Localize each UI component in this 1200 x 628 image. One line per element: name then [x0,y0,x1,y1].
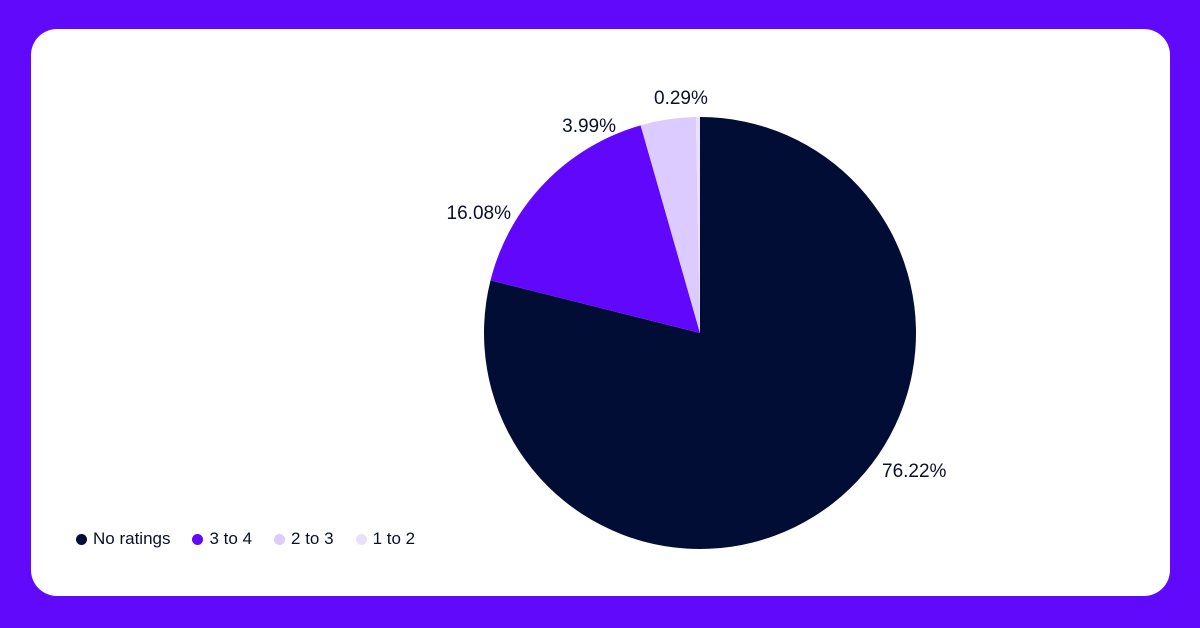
legend-label: 3 to 4 [209,529,253,548]
data-label-3: 0.29% [654,88,708,109]
legend-dot-icon [274,533,286,545]
legend-item: 3 to 4 [192,529,252,549]
legend-label: 2 to 3 [291,529,334,548]
legend-item: 2 to 3 [274,529,334,549]
data-label-1: 16.08% [447,203,512,224]
legend-label: No ratings [93,529,171,548]
data-label-0: 76.22% [882,461,947,482]
pie-slice-1 [490,125,700,334]
legend-item: No ratings [76,529,170,549]
legend-dot-icon [355,533,367,545]
legend-dot-icon [192,533,204,545]
legend: No ratings 3 to 4 2 to 3 1 to 2 [76,529,415,549]
data-label-2: 3.99% [562,116,616,137]
legend-dot-icon [76,533,87,545]
pie-slice-3 [695,117,700,333]
legend-label: 1 to 2 [372,529,416,548]
pie-slice-2 [640,117,700,333]
legend-item: 1 to 2 [355,529,416,549]
